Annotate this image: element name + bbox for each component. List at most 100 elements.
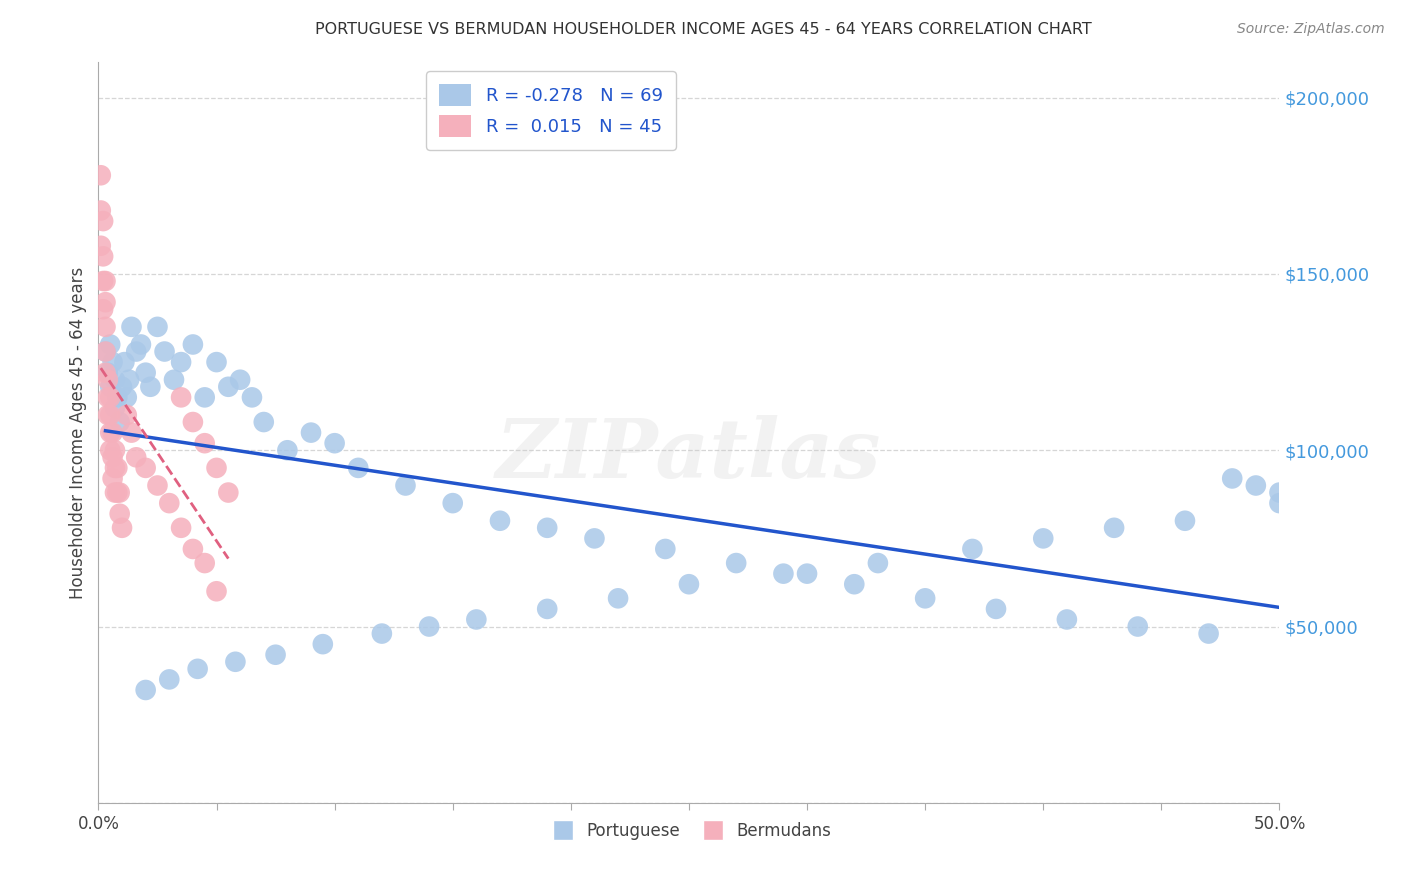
Point — [91, 274, 114, 288]
Point — [1268, 485, 1291, 500]
Point — [796, 566, 818, 581]
Point — [118, 373, 141, 387]
Text: Source: ZipAtlas.com: Source: ZipAtlas.com — [1237, 22, 1385, 37]
Point — [94, 274, 117, 288]
Point — [181, 337, 204, 351]
Point — [264, 648, 287, 662]
Point — [163, 373, 186, 387]
Point — [105, 485, 128, 500]
Point — [97, 408, 120, 422]
Point — [984, 602, 1007, 616]
Point — [441, 496, 464, 510]
Point — [194, 436, 217, 450]
Point — [111, 521, 134, 535]
Point — [112, 355, 135, 369]
Point — [90, 203, 112, 218]
Point — [101, 355, 124, 369]
Point — [101, 471, 124, 485]
Point — [536, 602, 558, 616]
Point — [1102, 521, 1125, 535]
Point — [146, 319, 169, 334]
Point — [205, 355, 228, 369]
Point — [91, 302, 114, 317]
Point — [115, 390, 138, 404]
Point — [98, 337, 121, 351]
Point — [170, 390, 193, 404]
Point — [97, 373, 120, 387]
Point — [1056, 612, 1078, 626]
Point — [962, 541, 984, 556]
Point — [1032, 532, 1054, 546]
Point — [97, 390, 120, 404]
Point — [129, 337, 152, 351]
Text: ZIPatlas: ZIPatlas — [496, 415, 882, 495]
Point — [1174, 514, 1197, 528]
Point — [323, 436, 346, 450]
Point — [217, 380, 239, 394]
Point — [1220, 471, 1243, 485]
Point — [418, 619, 440, 633]
Point — [170, 521, 193, 535]
Point — [125, 450, 148, 465]
Point — [465, 612, 488, 626]
Point — [866, 556, 889, 570]
Point — [654, 541, 676, 556]
Point — [94, 295, 117, 310]
Y-axis label: Householder Income Ages 45 - 64 years: Householder Income Ages 45 - 64 years — [69, 267, 87, 599]
Point — [489, 514, 512, 528]
Point — [1244, 478, 1267, 492]
Point — [98, 390, 121, 404]
Point — [276, 443, 298, 458]
Point — [253, 415, 276, 429]
Point — [115, 408, 138, 422]
Point — [224, 655, 246, 669]
Point — [371, 626, 394, 640]
Point — [108, 485, 131, 500]
Point — [157, 673, 180, 687]
Point — [104, 401, 127, 415]
Point — [312, 637, 335, 651]
Point — [98, 443, 121, 458]
Point — [914, 591, 936, 606]
Point — [187, 662, 209, 676]
Point — [108, 507, 131, 521]
Point — [97, 366, 120, 380]
Point — [91, 214, 114, 228]
Point — [94, 319, 117, 334]
Point — [94, 344, 117, 359]
Point — [101, 450, 124, 465]
Point — [299, 425, 322, 440]
Point — [98, 408, 121, 422]
Point — [772, 566, 794, 581]
Point — [181, 415, 204, 429]
Point — [104, 485, 127, 500]
Point — [108, 415, 131, 429]
Point — [135, 683, 157, 698]
Point — [101, 425, 124, 440]
Point — [205, 584, 228, 599]
Point — [139, 380, 162, 394]
Point — [105, 461, 128, 475]
Point — [170, 355, 193, 369]
Point — [135, 366, 157, 380]
Point — [157, 496, 180, 510]
Point — [1198, 626, 1220, 640]
Point — [94, 366, 117, 380]
Point — [240, 390, 263, 404]
Point — [125, 344, 148, 359]
Point — [121, 425, 143, 440]
Point — [1268, 496, 1291, 510]
Point — [536, 521, 558, 535]
Point — [1126, 619, 1149, 633]
Point — [678, 577, 700, 591]
Text: PORTUGUESE VS BERMUDAN HOUSEHOLDER INCOME AGES 45 - 64 YEARS CORRELATION CHART: PORTUGUESE VS BERMUDAN HOUSEHOLDER INCOM… — [315, 22, 1091, 37]
Point — [725, 556, 748, 570]
Point — [104, 461, 127, 475]
Point — [90, 168, 112, 182]
Point — [181, 541, 204, 556]
Point — [105, 390, 128, 404]
Point — [194, 390, 217, 404]
Point — [98, 380, 121, 394]
Point — [394, 478, 416, 492]
Point — [121, 319, 143, 334]
